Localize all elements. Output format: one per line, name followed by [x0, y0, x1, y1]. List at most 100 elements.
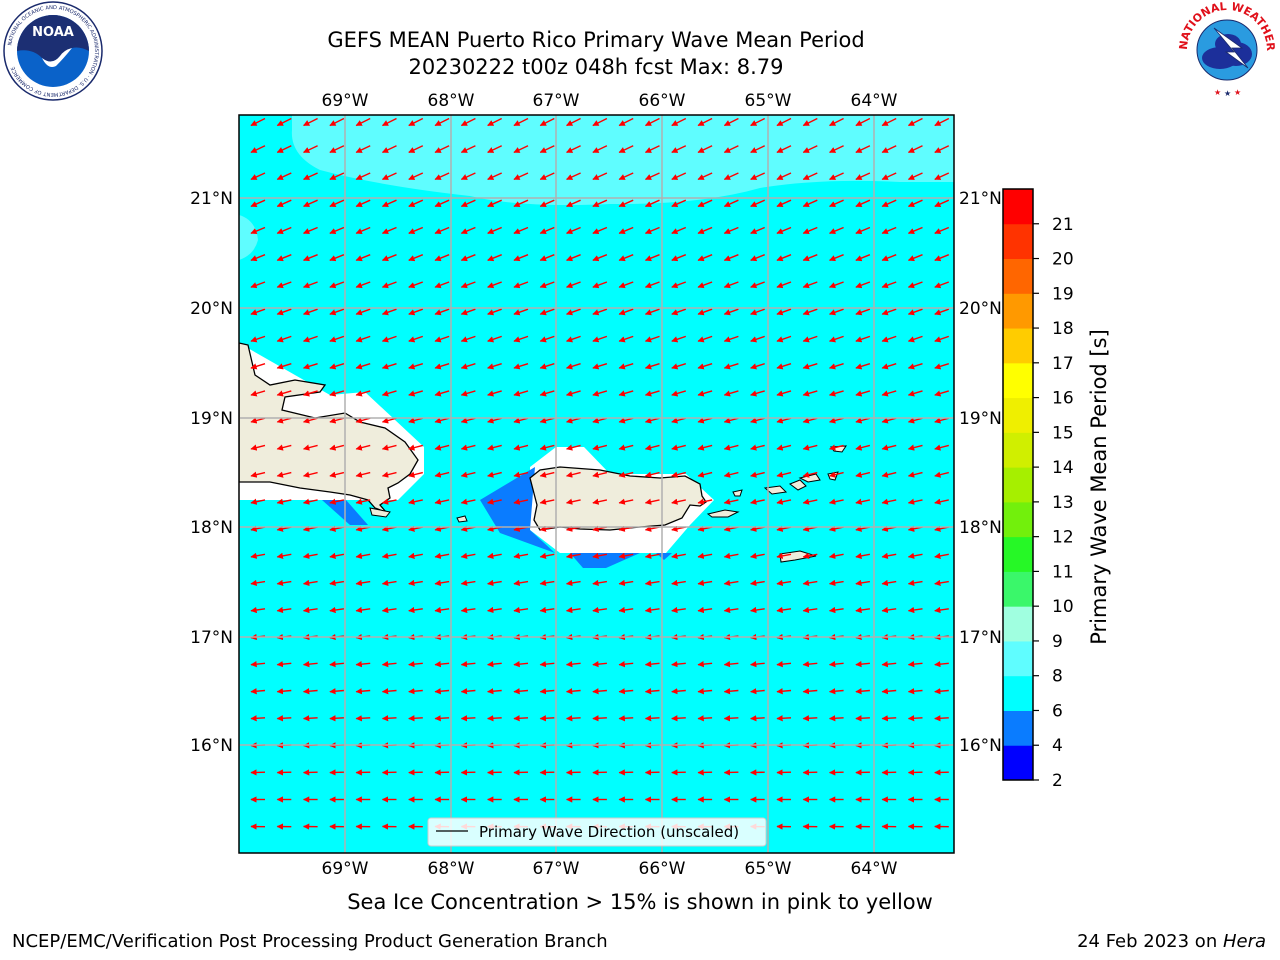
wave-direction-arrow — [723, 172, 739, 181]
lon-label: 66°W — [639, 859, 686, 879]
wave-direction-arrow — [644, 390, 660, 397]
wave-direction-arrow — [723, 308, 739, 316]
wave-direction-arrow — [644, 308, 660, 316]
lon-label: 65°W — [745, 859, 792, 879]
wave-direction-arrow — [434, 363, 450, 370]
wave-direction-arrow — [302, 390, 318, 397]
wave-direction-arrow — [618, 117, 634, 127]
wave-direction-arrow — [618, 308, 634, 316]
wave-direction-arrow — [829, 254, 844, 262]
wave-direction-arrows — [250, 117, 950, 830]
wave-direction-arrow — [802, 417, 818, 424]
wave-direction-arrow — [487, 117, 503, 127]
wave-direction-arrow — [750, 281, 765, 289]
wave-direction-arrow — [250, 606, 266, 614]
wave-direction-arrow — [355, 145, 371, 154]
wave-direction-arrow — [408, 335, 424, 343]
lon-label: 69°W — [322, 859, 369, 879]
wave-direction-arrow — [460, 363, 476, 370]
wave-direction-arrow — [355, 226, 371, 235]
wave-direction-arrow — [671, 172, 687, 181]
colorbar-tick-label: 14 — [1052, 458, 1074, 478]
wave-direction-arrow — [355, 688, 371, 695]
wave-direction-arrow — [250, 281, 266, 289]
wave-direction-arrow — [934, 335, 950, 343]
footer-date: 24 Feb 2023 on Hera — [1077, 931, 1266, 952]
wave-direction-arrow — [750, 254, 765, 262]
wave-direction-arrow — [355, 199, 371, 208]
wave-direction-arrow — [671, 281, 687, 289]
wave-direction-arrow — [487, 390, 502, 397]
colorbar-segment — [1003, 293, 1033, 329]
wave-direction-arrow — [460, 579, 476, 587]
wave-direction-arrow — [750, 688, 765, 695]
lat-label: 17°N — [190, 628, 233, 648]
wave-direction-arrow — [855, 117, 871, 127]
wave-direction-arrow — [460, 226, 476, 235]
wave-direction-arrow — [618, 715, 634, 722]
wave-direction-arrow — [776, 117, 792, 127]
colorbar: 2 4 6 8 9 10 11 12 13 14 15 16 17 18 19 20 21 — [1002, 188, 1074, 791]
wave-direction-arrow — [829, 281, 844, 289]
wave-direction-arrow — [855, 606, 870, 614]
wave-direction-arrow — [329, 281, 345, 289]
wave-direction-arrow — [723, 335, 739, 343]
wave-direction-arrow — [618, 254, 634, 262]
wave-direction-arrow — [487, 498, 502, 505]
wave-direction-arrow — [329, 444, 345, 451]
wave-direction-arrow — [408, 281, 424, 289]
wave-direction-arrow — [355, 390, 371, 397]
wave-direction-arrow — [539, 335, 555, 343]
wave-direction-arrow — [487, 308, 502, 316]
wave-direction-arrow — [618, 417, 634, 424]
wave-direction-arrow — [513, 579, 529, 587]
wave-direction-arrow — [460, 471, 476, 478]
wave-direction-arrow — [303, 226, 318, 235]
wave-direction-arrow — [539, 579, 555, 587]
wave-direction-arrow — [302, 688, 318, 695]
period-band-8-9-west — [239, 215, 258, 260]
wave-direction-arrow — [539, 145, 555, 154]
wave-direction-arrow — [776, 335, 792, 343]
wave-direction-arrow — [513, 254, 529, 262]
wave-direction-arrow — [513, 661, 529, 668]
colorbar-tick-label: 13 — [1052, 493, 1074, 513]
wave-direction-arrow — [934, 715, 949, 722]
wave-direction-arrow — [566, 226, 581, 235]
wave-direction-arrow — [381, 606, 397, 614]
wave-direction-arrow — [618, 471, 634, 478]
wave-direction-arrow — [828, 552, 844, 559]
wave-direction-arrow — [592, 145, 608, 154]
wave-direction-arrow — [934, 117, 950, 127]
colorbar-segment — [1003, 467, 1033, 503]
wave-direction-arrow — [618, 281, 634, 289]
wave-direction-arrow — [855, 199, 871, 208]
wave-direction-arrow — [934, 390, 950, 397]
wave-direction-arrow — [907, 335, 923, 343]
wave-direction-arrow — [592, 335, 608, 343]
wave-direction-arrow — [697, 363, 713, 370]
wave-direction-arrow — [934, 688, 949, 695]
wave-direction-arrow — [828, 417, 844, 424]
lon-label: 67°W — [533, 859, 580, 879]
wave-direction-arrow — [434, 390, 450, 397]
wave-direction-arrow — [697, 199, 713, 208]
lat-label: 21°N — [959, 189, 1002, 209]
wave-direction-arrow — [592, 661, 607, 668]
wave-direction-arrow — [460, 390, 476, 397]
wave-direction-arrow — [250, 199, 266, 208]
wave-direction-arrow — [618, 199, 634, 208]
wave-direction-arrow — [566, 308, 581, 316]
wave-direction-arrow — [828, 471, 844, 478]
lon-labels-top: 69°W 68°W 67°W 66°W 65°W 64°W — [322, 91, 898, 111]
wave-direction-arrow — [907, 254, 923, 262]
wave-direction-arrow — [802, 552, 818, 559]
wave-direction-arrow — [513, 390, 529, 397]
wave-direction-arrow — [618, 661, 634, 668]
wave-direction-arrow — [565, 661, 581, 668]
wave-direction-arrow — [750, 606, 765, 614]
wave-direction-arrow — [566, 199, 581, 208]
wave-direction-arrow — [329, 254, 345, 262]
wave-direction-arrow — [881, 226, 897, 235]
wave-direction-arrow — [329, 498, 345, 505]
